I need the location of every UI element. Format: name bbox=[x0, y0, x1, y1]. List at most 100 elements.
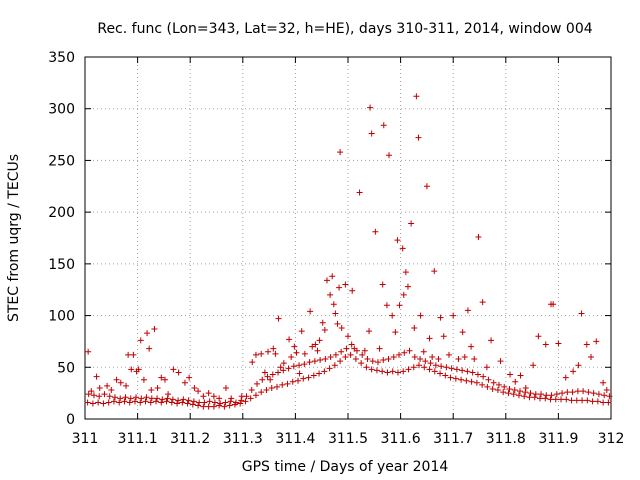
data-point bbox=[277, 364, 284, 371]
data-point bbox=[265, 348, 272, 355]
data-point bbox=[237, 400, 244, 407]
data-point bbox=[385, 356, 392, 363]
data-point bbox=[159, 396, 166, 403]
data-point bbox=[310, 372, 317, 379]
data-point bbox=[367, 104, 374, 111]
data-point bbox=[531, 394, 538, 401]
data-point bbox=[422, 358, 429, 365]
data-point bbox=[361, 347, 368, 354]
data-point bbox=[452, 375, 459, 382]
data-point bbox=[373, 367, 380, 374]
data-point bbox=[100, 400, 107, 407]
data-point bbox=[463, 377, 470, 384]
data-point bbox=[148, 395, 155, 402]
data-point bbox=[228, 395, 235, 402]
data-point bbox=[95, 399, 102, 406]
data-point bbox=[142, 398, 149, 405]
data-point bbox=[488, 337, 495, 344]
data-point bbox=[169, 396, 176, 403]
data-point bbox=[210, 393, 217, 400]
data-point bbox=[389, 368, 396, 375]
data-point bbox=[263, 387, 270, 394]
data-point bbox=[184, 400, 191, 407]
data-point bbox=[494, 387, 501, 394]
x-tick-label: 312 bbox=[598, 431, 625, 447]
data-point bbox=[386, 152, 393, 159]
data-point bbox=[88, 388, 95, 395]
data-point bbox=[337, 358, 344, 365]
data-point bbox=[342, 353, 349, 360]
data-point bbox=[338, 324, 345, 331]
y-tick-label: 50 bbox=[57, 360, 75, 376]
data-point bbox=[417, 356, 424, 363]
axis-ticks bbox=[84, 56, 612, 420]
data-point bbox=[585, 389, 592, 396]
data-point bbox=[330, 301, 337, 308]
data-point bbox=[326, 365, 333, 372]
data-point bbox=[275, 369, 282, 376]
data-point bbox=[289, 378, 296, 385]
data-point bbox=[96, 393, 103, 400]
data-point bbox=[259, 376, 266, 383]
data-point bbox=[288, 353, 295, 360]
data-point bbox=[455, 356, 462, 363]
data-point bbox=[227, 398, 234, 405]
data-point bbox=[117, 395, 124, 402]
y-tick-label: 150 bbox=[48, 257, 75, 273]
data-point bbox=[280, 367, 287, 374]
data-point bbox=[555, 340, 562, 347]
data-point bbox=[285, 365, 292, 372]
x-tick-label: 311.2 bbox=[170, 431, 210, 447]
data-point bbox=[122, 394, 129, 401]
data-point bbox=[144, 330, 151, 337]
data-point bbox=[143, 394, 150, 401]
data-point bbox=[384, 369, 391, 376]
data-point bbox=[189, 401, 196, 408]
data-point bbox=[284, 380, 291, 387]
data-point bbox=[337, 149, 344, 156]
data-point bbox=[291, 343, 298, 350]
data-point bbox=[396, 351, 403, 358]
data-point bbox=[343, 345, 350, 352]
data-point bbox=[249, 359, 256, 366]
data-point bbox=[379, 368, 386, 375]
data-point bbox=[366, 328, 373, 335]
data-point bbox=[445, 351, 452, 358]
data-point bbox=[267, 376, 274, 383]
data-point bbox=[564, 389, 571, 396]
data-point bbox=[113, 376, 120, 383]
data-point bbox=[368, 130, 375, 137]
data-point bbox=[301, 361, 308, 368]
data-point bbox=[410, 364, 417, 371]
y-tick-labels: 0 50 100 150 200 250 300 350 bbox=[48, 50, 75, 428]
data-point bbox=[305, 374, 312, 381]
data-point bbox=[352, 356, 359, 363]
data-point bbox=[459, 329, 466, 336]
data-point bbox=[106, 393, 113, 400]
x-tick-label: 311.7 bbox=[433, 431, 473, 447]
data-point bbox=[232, 399, 239, 406]
data-point bbox=[468, 343, 475, 350]
data-point bbox=[264, 373, 271, 380]
y-tick-label: 0 bbox=[66, 412, 75, 428]
data-point bbox=[331, 362, 338, 369]
data-point bbox=[351, 345, 358, 352]
data-point bbox=[526, 394, 533, 401]
data-point bbox=[485, 376, 492, 383]
data-point bbox=[432, 362, 439, 369]
data-point bbox=[293, 349, 300, 356]
data-point bbox=[222, 384, 229, 391]
data-point bbox=[329, 273, 336, 280]
data-point bbox=[603, 387, 610, 394]
y-tick-label: 250 bbox=[48, 153, 75, 169]
data-point bbox=[210, 403, 217, 410]
data-point bbox=[348, 341, 355, 348]
data-point bbox=[580, 388, 587, 395]
data-point bbox=[306, 359, 313, 366]
data-point bbox=[376, 345, 383, 352]
data-point bbox=[205, 403, 212, 410]
data-point bbox=[105, 399, 112, 406]
data-point bbox=[222, 399, 229, 406]
data-point bbox=[170, 366, 177, 373]
data-point bbox=[406, 347, 413, 354]
